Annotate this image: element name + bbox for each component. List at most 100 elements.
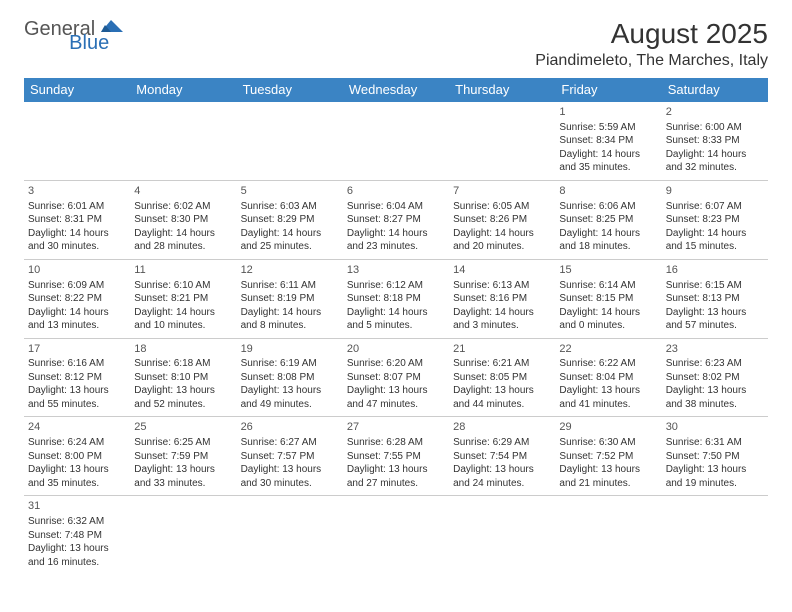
daylight-text: Daylight: 14 hours: [134, 306, 232, 320]
sunset-text: Sunset: 7:50 PM: [666, 450, 764, 464]
sunset-text: Sunset: 8:26 PM: [453, 213, 551, 227]
daylight-text: and 30 minutes.: [28, 240, 126, 254]
sunset-text: Sunset: 8:00 PM: [28, 450, 126, 464]
sunset-text: Sunset: 8:05 PM: [453, 371, 551, 385]
calendar-cell: 19Sunrise: 6:19 AMSunset: 8:08 PMDayligh…: [237, 338, 343, 417]
sunset-text: Sunset: 8:07 PM: [347, 371, 445, 385]
day-number: 17: [28, 342, 126, 357]
daylight-text: Daylight: 14 hours: [347, 306, 445, 320]
header: General Blue August 2025 Piandimeleto, T…: [24, 18, 768, 70]
logo-text-blue: Blue: [69, 32, 109, 55]
sunrise-text: Sunrise: 6:05 AM: [453, 200, 551, 214]
calendar-cell: 24Sunrise: 6:24 AMSunset: 8:00 PMDayligh…: [24, 417, 130, 496]
day-number: 23: [666, 342, 764, 357]
sunset-text: Sunset: 8:25 PM: [559, 213, 657, 227]
daylight-text: Daylight: 13 hours: [666, 306, 764, 320]
sunset-text: Sunset: 7:48 PM: [28, 529, 126, 543]
sunrise-text: Sunrise: 6:25 AM: [134, 436, 232, 450]
calendar-cell: 16Sunrise: 6:15 AMSunset: 8:13 PMDayligh…: [662, 259, 768, 338]
daylight-text: Daylight: 13 hours: [28, 384, 126, 398]
daylight-text: Daylight: 14 hours: [28, 306, 126, 320]
calendar-cell: [343, 102, 449, 181]
daylight-text: Daylight: 14 hours: [666, 227, 764, 241]
sunset-text: Sunset: 8:22 PM: [28, 292, 126, 306]
calendar-cell: [555, 496, 661, 574]
sunset-text: Sunset: 8:30 PM: [134, 213, 232, 227]
daylight-text: and 32 minutes.: [666, 161, 764, 175]
daylight-text: Daylight: 13 hours: [28, 463, 126, 477]
sunrise-text: Sunrise: 6:04 AM: [347, 200, 445, 214]
daylight-text: Daylight: 14 hours: [559, 227, 657, 241]
sunrise-text: Sunrise: 6:20 AM: [347, 357, 445, 371]
daylight-text: Daylight: 14 hours: [666, 148, 764, 162]
daylight-text: and 3 minutes.: [453, 319, 551, 333]
calendar-week: 10Sunrise: 6:09 AMSunset: 8:22 PMDayligh…: [24, 259, 768, 338]
daylight-text: Daylight: 13 hours: [134, 463, 232, 477]
sunrise-text: Sunrise: 6:03 AM: [241, 200, 339, 214]
calendar-cell: 3Sunrise: 6:01 AMSunset: 8:31 PMDaylight…: [24, 180, 130, 259]
daylight-text: and 20 minutes.: [453, 240, 551, 254]
sunset-text: Sunset: 8:21 PM: [134, 292, 232, 306]
sunrise-text: Sunrise: 6:21 AM: [453, 357, 551, 371]
calendar-week: 1Sunrise: 5:59 AMSunset: 8:34 PMDaylight…: [24, 102, 768, 181]
day-header: Monday: [130, 78, 236, 102]
calendar-cell: 17Sunrise: 6:16 AMSunset: 8:12 PMDayligh…: [24, 338, 130, 417]
calendar-week: 31Sunrise: 6:32 AMSunset: 7:48 PMDayligh…: [24, 496, 768, 574]
sunrise-text: Sunrise: 6:28 AM: [347, 436, 445, 450]
sunrise-text: Sunrise: 6:32 AM: [28, 515, 126, 529]
daylight-text: and 23 minutes.: [347, 240, 445, 254]
day-number: 1: [559, 105, 657, 120]
sunrise-text: Sunrise: 6:13 AM: [453, 279, 551, 293]
daylight-text: and 21 minutes.: [559, 477, 657, 491]
sunset-text: Sunset: 8:16 PM: [453, 292, 551, 306]
daylight-text: Daylight: 14 hours: [241, 306, 339, 320]
calendar-week: 17Sunrise: 6:16 AMSunset: 8:12 PMDayligh…: [24, 338, 768, 417]
daylight-text: and 19 minutes.: [666, 477, 764, 491]
daylight-text: and 15 minutes.: [666, 240, 764, 254]
day-number: 6: [347, 184, 445, 199]
daylight-text: Daylight: 14 hours: [559, 306, 657, 320]
day-number: 12: [241, 263, 339, 278]
sunset-text: Sunset: 8:18 PM: [347, 292, 445, 306]
day-number: 3: [28, 184, 126, 199]
sunrise-text: Sunrise: 6:23 AM: [666, 357, 764, 371]
day-header: Thursday: [449, 78, 555, 102]
sunset-text: Sunset: 8:15 PM: [559, 292, 657, 306]
daylight-text: and 57 minutes.: [666, 319, 764, 333]
daylight-text: Daylight: 13 hours: [28, 542, 126, 556]
calendar-cell: 27Sunrise: 6:28 AMSunset: 7:55 PMDayligh…: [343, 417, 449, 496]
daylight-text: Daylight: 13 hours: [559, 384, 657, 398]
logo: General Blue: [24, 18, 167, 41]
daylight-text: Daylight: 14 hours: [28, 227, 126, 241]
calendar-cell: 20Sunrise: 6:20 AMSunset: 8:07 PMDayligh…: [343, 338, 449, 417]
sunrise-text: Sunrise: 6:11 AM: [241, 279, 339, 293]
calendar-cell: 11Sunrise: 6:10 AMSunset: 8:21 PMDayligh…: [130, 259, 236, 338]
calendar-cell: [130, 496, 236, 574]
daylight-text: and 18 minutes.: [559, 240, 657, 254]
location: Piandimeleto, The Marches, Italy: [535, 52, 768, 70]
calendar-cell: [24, 102, 130, 181]
sunset-text: Sunset: 7:57 PM: [241, 450, 339, 464]
calendar-cell: [237, 102, 343, 181]
day-number: 11: [134, 263, 232, 278]
sunset-text: Sunset: 8:23 PM: [666, 213, 764, 227]
day-header: Saturday: [662, 78, 768, 102]
sunrise-text: Sunrise: 6:09 AM: [28, 279, 126, 293]
calendar-cell: 21Sunrise: 6:21 AMSunset: 8:05 PMDayligh…: [449, 338, 555, 417]
calendar-cell: 15Sunrise: 6:14 AMSunset: 8:15 PMDayligh…: [555, 259, 661, 338]
calendar-cell: 8Sunrise: 6:06 AMSunset: 8:25 PMDaylight…: [555, 180, 661, 259]
day-number: 20: [347, 342, 445, 357]
sunset-text: Sunset: 7:59 PM: [134, 450, 232, 464]
daylight-text: Daylight: 13 hours: [241, 384, 339, 398]
daylight-text: and 44 minutes.: [453, 398, 551, 412]
daylight-text: and 10 minutes.: [134, 319, 232, 333]
calendar-cell: 13Sunrise: 6:12 AMSunset: 8:18 PMDayligh…: [343, 259, 449, 338]
calendar-cell: 6Sunrise: 6:04 AMSunset: 8:27 PMDaylight…: [343, 180, 449, 259]
daylight-text: Daylight: 13 hours: [134, 384, 232, 398]
sunrise-text: Sunrise: 6:15 AM: [666, 279, 764, 293]
month-title: August 2025: [535, 18, 768, 50]
calendar-body: 1Sunrise: 5:59 AMSunset: 8:34 PMDaylight…: [24, 102, 768, 575]
day-number: 24: [28, 420, 126, 435]
sunrise-text: Sunrise: 6:29 AM: [453, 436, 551, 450]
sunrise-text: Sunrise: 6:10 AM: [134, 279, 232, 293]
